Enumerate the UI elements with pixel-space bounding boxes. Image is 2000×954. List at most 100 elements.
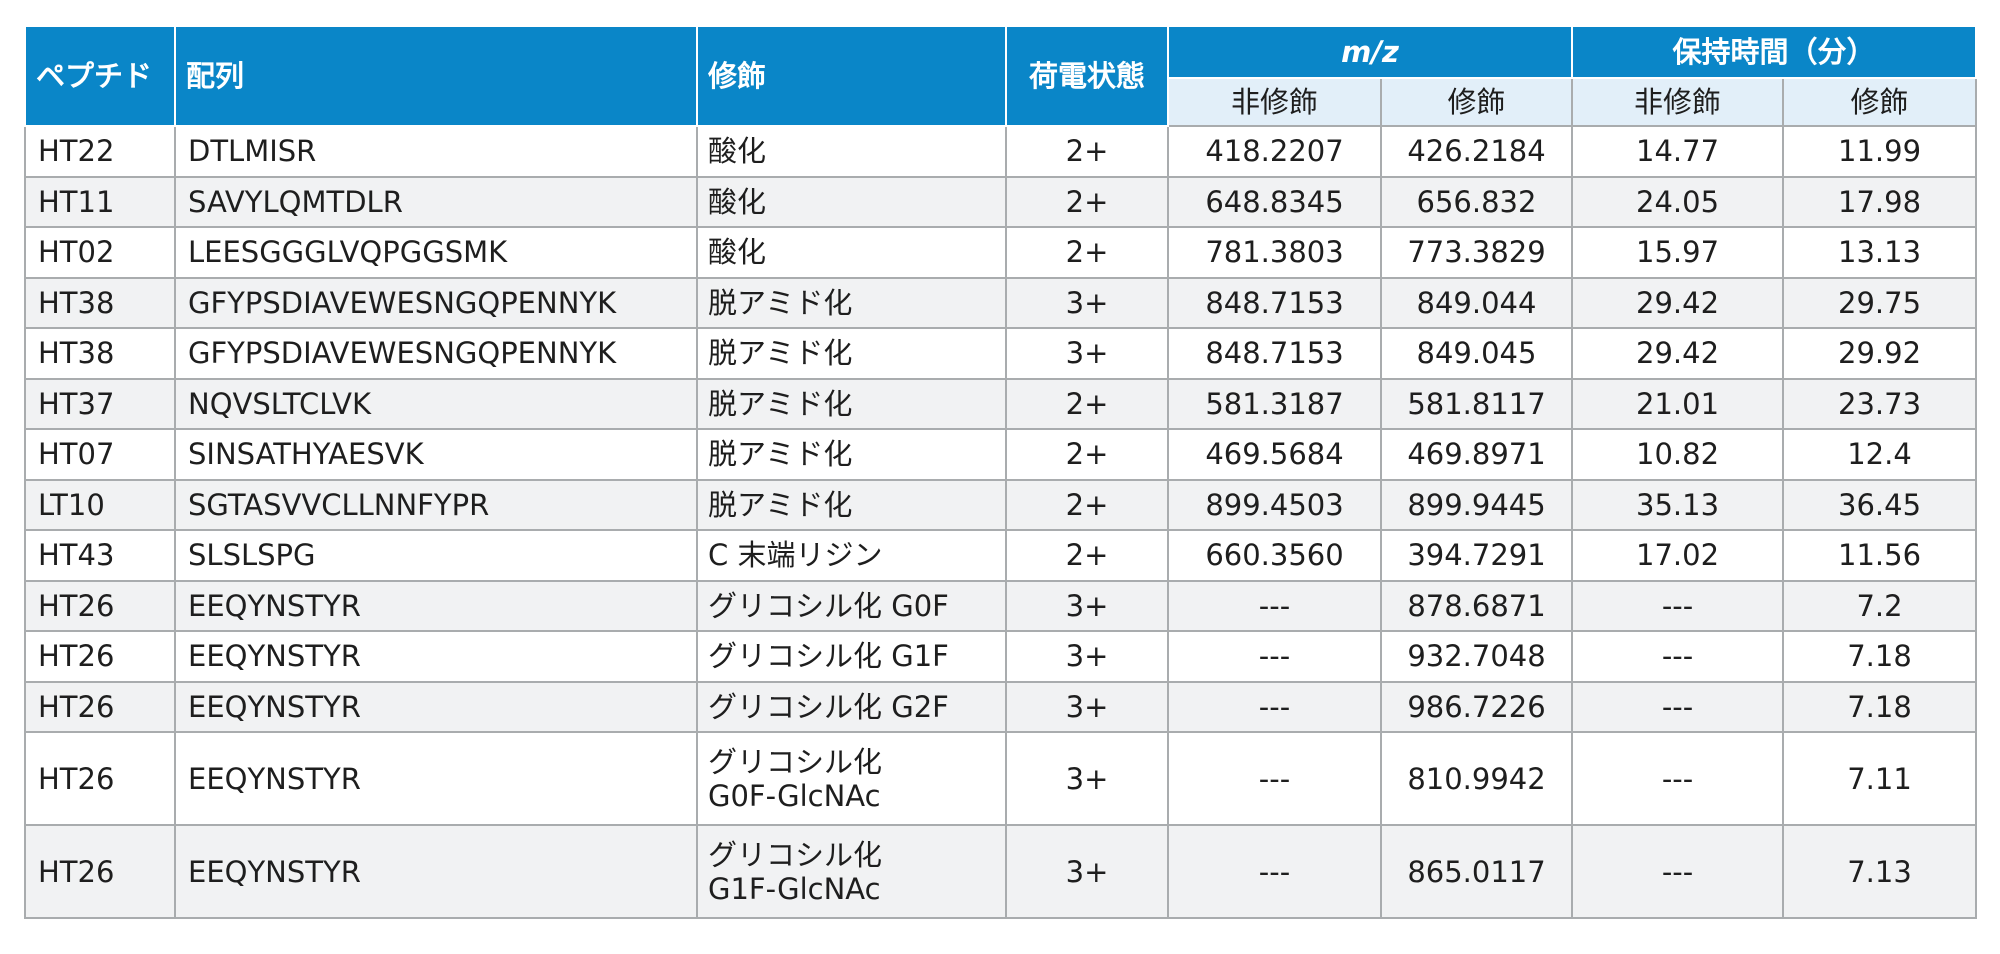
cell-peptide: HT38 bbox=[24, 327, 176, 380]
cell-charge: 2+ bbox=[1005, 478, 1169, 531]
cell-rt-modified: 12.4 bbox=[1782, 428, 1978, 481]
cell-mz-modified: 773.3829 bbox=[1379, 226, 1574, 279]
cell-mz-modified: 810.9942 bbox=[1379, 731, 1574, 826]
cell-rt-unmodified: 14.77 bbox=[1571, 125, 1785, 178]
cell-peptide: HT07 bbox=[24, 428, 176, 481]
cell-sequence: SLSLSPG bbox=[174, 529, 698, 582]
header-modification: 修飾 bbox=[696, 25, 1007, 127]
cell-mz-modified: 849.044 bbox=[1379, 276, 1574, 329]
table-row: HT38 GFYPSDIAVEWESNGQPENNYK 脱アミド化 3+ 848.715… bbox=[24, 327, 1978, 380]
cell-sequence: NQVSLTCLVK bbox=[174, 377, 698, 430]
table-row: HT26 EEQYNSTYR グリコシル化 G0F 3+ --- 878.6871 --- 7… bbox=[24, 579, 1978, 632]
cell-mz-unmodified: 781.3803 bbox=[1167, 226, 1382, 279]
cell-rt-unmodified: 24.05 bbox=[1571, 175, 1785, 228]
cell-modification: 酸化 bbox=[696, 226, 1007, 279]
cell-peptide: HT22 bbox=[24, 125, 176, 178]
cell-rt-modified: 7.18 bbox=[1782, 680, 1978, 733]
cell-mz-unmodified: 469.5684 bbox=[1167, 428, 1382, 481]
cell-charge: 2+ bbox=[1005, 377, 1169, 430]
cell-mz-unmodified: 899.4503 bbox=[1167, 478, 1382, 531]
cell-mz-unmodified: 648.8345 bbox=[1167, 175, 1382, 228]
cell-charge: 3+ bbox=[1005, 731, 1169, 826]
modification-line: 酸化 bbox=[708, 134, 767, 169]
cell-sequence: SGTASVVCLLNNFYPR bbox=[174, 478, 698, 531]
cell-charge: 3+ bbox=[1005, 630, 1169, 683]
cell-rt-modified: 7.18 bbox=[1782, 630, 1978, 683]
cell-modification: グリコシル化 G1F-GlcNAc bbox=[696, 824, 1007, 919]
header-mz-modified: 修飾 bbox=[1379, 77, 1574, 127]
modification-line: 脱アミド化 bbox=[708, 386, 853, 421]
cell-mz-modified: 581.8117 bbox=[1379, 377, 1574, 430]
cell-charge: 2+ bbox=[1005, 428, 1169, 481]
modification-line: 脱アミド化 bbox=[708, 285, 853, 320]
cell-rt-modified: 17.98 bbox=[1782, 175, 1978, 228]
cell-charge: 3+ bbox=[1005, 327, 1169, 380]
header-rt-unmodified: 非修飾 bbox=[1571, 77, 1785, 127]
cell-sequence: EEQYNSTYR bbox=[174, 579, 698, 632]
cell-charge: 2+ bbox=[1005, 125, 1169, 178]
cell-charge: 3+ bbox=[1005, 680, 1169, 733]
cell-modification: グリコシル化 G0F-GlcNAc bbox=[696, 731, 1007, 826]
header-mz-unmodified: 非修飾 bbox=[1167, 77, 1382, 127]
cell-sequence: EEQYNSTYR bbox=[174, 630, 698, 683]
cell-sequence: EEQYNSTYR bbox=[174, 731, 698, 826]
cell-mz-unmodified: 660.3560 bbox=[1167, 529, 1382, 582]
header-rt-group: 保持時間（分） bbox=[1571, 25, 1978, 79]
cell-peptide: HT43 bbox=[24, 529, 176, 582]
modification-line: 脱アミド化 bbox=[708, 336, 853, 371]
cell-rt-unmodified: 21.01 bbox=[1571, 377, 1785, 430]
cell-modification: 酸化 bbox=[696, 125, 1007, 178]
table-row: HT22 DTLMISR 酸化 2+ 418.2207 426.2184 14.77 11.9… bbox=[24, 125, 1978, 178]
cell-mz-modified: 426.2184 bbox=[1379, 125, 1574, 178]
table-row: HT26 EEQYNSTYR グリコシル化 G2F 3+ --- 986.7226 --- 7… bbox=[24, 680, 1978, 733]
cell-mz-modified: 849.045 bbox=[1379, 327, 1574, 380]
cell-rt-modified: 13.13 bbox=[1782, 226, 1978, 279]
cell-rt-modified: 7.11 bbox=[1782, 731, 1978, 826]
cell-modification: 酸化 bbox=[696, 175, 1007, 228]
cell-mz-unmodified: 848.7153 bbox=[1167, 276, 1382, 329]
cell-modification: C 末端リジン bbox=[696, 529, 1007, 582]
cell-peptide: HT26 bbox=[24, 680, 176, 733]
cell-peptide: HT38 bbox=[24, 276, 176, 329]
cell-peptide: HT02 bbox=[24, 226, 176, 279]
cell-modification: 脱アミド化 bbox=[696, 276, 1007, 329]
cell-rt-unmodified: 17.02 bbox=[1571, 529, 1785, 582]
cell-mz-unmodified: --- bbox=[1167, 824, 1382, 919]
modification-line: グリコシル化 bbox=[708, 744, 883, 779]
cell-mz-unmodified: --- bbox=[1167, 680, 1382, 733]
cell-modification: グリコシル化 G0F bbox=[696, 579, 1007, 632]
cell-sequence: DTLMISR bbox=[174, 125, 698, 178]
cell-sequence: SAVYLQMTDLR bbox=[174, 175, 698, 228]
modification-line: G1F-GlcNAc bbox=[708, 871, 881, 906]
cell-rt-modified: 11.56 bbox=[1782, 529, 1978, 582]
cell-modification: 脱アミド化 bbox=[696, 428, 1007, 481]
cell-rt-unmodified: --- bbox=[1571, 630, 1785, 683]
cell-peptide: HT37 bbox=[24, 377, 176, 430]
cell-rt-modified: 29.92 bbox=[1782, 327, 1978, 380]
modification-line: グリコシル化 G0F bbox=[708, 588, 949, 623]
cell-rt-unmodified: 10.82 bbox=[1571, 428, 1785, 481]
cell-mz-modified: 469.8971 bbox=[1379, 428, 1574, 481]
header-peptide: ペプチド bbox=[24, 25, 176, 127]
cell-sequence: LEESGGGLVQPGGSMK bbox=[174, 226, 698, 279]
cell-charge: 2+ bbox=[1005, 529, 1169, 582]
table-header: ペプチド 配列 修飾 荷電状態 m/z 保持時間（分） 非修飾 修飾 非修飾 修… bbox=[24, 25, 1978, 127]
cell-modification: 脱アミド化 bbox=[696, 327, 1007, 380]
table-body: HT22 DTLMISR 酸化 2+ 418.2207 426.2184 14.77 11.9… bbox=[24, 125, 1978, 919]
table-row: HT38 GFYPSDIAVEWESNGQPENNYK 脱アミド化 3+ 848.715… bbox=[24, 276, 1978, 329]
cell-mz-modified: 932.7048 bbox=[1379, 630, 1574, 683]
cell-rt-unmodified: --- bbox=[1571, 824, 1785, 919]
modification-line: 脱アミド化 bbox=[708, 487, 853, 522]
modification-line: C 末端リジン bbox=[708, 538, 883, 573]
cell-rt-unmodified: 29.42 bbox=[1571, 276, 1785, 329]
cell-rt-unmodified: --- bbox=[1571, 731, 1785, 826]
cell-peptide: HT26 bbox=[24, 731, 176, 826]
cell-mz-unmodified: --- bbox=[1167, 579, 1382, 632]
cell-sequence: GFYPSDIAVEWESNGQPENNYK bbox=[174, 327, 698, 380]
cell-sequence: GFYPSDIAVEWESNGQPENNYK bbox=[174, 276, 698, 329]
header-sequence: 配列 bbox=[174, 25, 698, 127]
cell-rt-modified: 23.73 bbox=[1782, 377, 1978, 430]
cell-charge: 2+ bbox=[1005, 226, 1169, 279]
cell-modification: グリコシル化 G1F bbox=[696, 630, 1007, 683]
table-row: HT11 SAVYLQMTDLR 酸化 2+ 648.8345 656.832 24.05 1… bbox=[24, 175, 1978, 228]
